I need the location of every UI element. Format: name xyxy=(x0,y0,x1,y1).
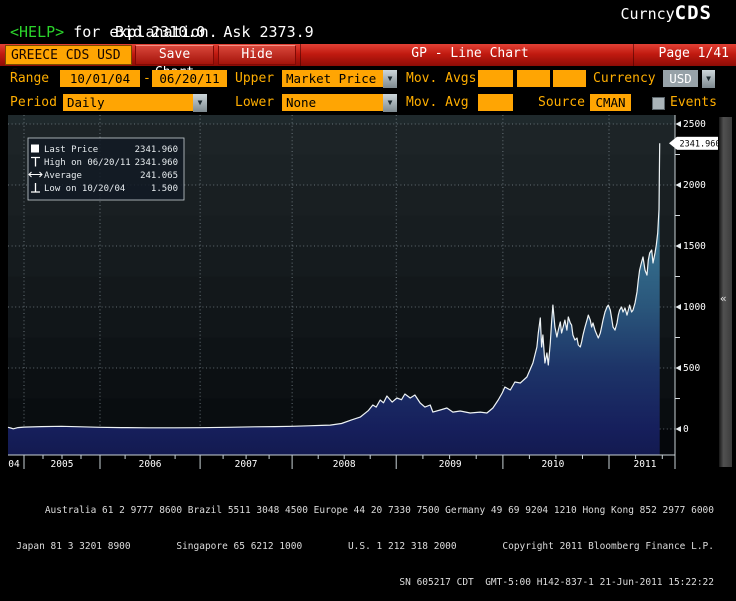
average-marker-icon xyxy=(28,171,43,178)
svg-text:2006: 2006 xyxy=(139,459,162,470)
svg-text:04: 04 xyxy=(8,459,20,470)
svg-text:Low on 10/20/04: Low on 10/20/04 xyxy=(44,184,125,194)
chevron-down-icon[interactable]: ▼ xyxy=(702,70,715,88)
svg-text:Last Price: Last Price xyxy=(44,145,98,155)
mov-avgs-label: Mov. Avgs xyxy=(406,71,477,86)
mov-avg-label: Mov. Avg xyxy=(406,95,469,110)
page-indicator[interactable]: Page 1/41 xyxy=(658,46,729,61)
svg-text:1500: 1500 xyxy=(683,241,706,252)
svg-text:High on 06/20/11: High on 06/20/11 xyxy=(44,158,131,168)
help-key: <HELP> xyxy=(10,23,65,41)
brand-curncy: Curncy xyxy=(620,5,675,23)
svg-text:2009: 2009 xyxy=(439,459,462,470)
svg-text:2000: 2000 xyxy=(683,180,706,191)
svg-text:2008: 2008 xyxy=(333,459,356,470)
chart-plot[interactable]: 0 500 1000 1500 2000 2500 04 2005 2006 2007 2008 20… xyxy=(0,115,728,470)
svg-text:241.065: 241.065 xyxy=(140,171,178,181)
events-label: Events xyxy=(670,95,717,110)
y-axis-ticks: 0 500 1000 1500 2000 2500 xyxy=(675,119,706,435)
function-brand: CurncyCDS xyxy=(620,2,712,24)
svg-text:1000: 1000 xyxy=(683,302,706,313)
svg-text:500: 500 xyxy=(683,363,700,374)
security-ticker-input[interactable]: GREECE CDS USD S xyxy=(5,45,132,82)
svg-text:2500: 2500 xyxy=(683,119,706,130)
upper-select[interactable]: Market Price xyxy=(282,70,387,87)
svg-text:2341.960: 2341.960 xyxy=(135,145,178,155)
svg-text:2007: 2007 xyxy=(235,459,258,470)
currency-select[interactable]: USD xyxy=(663,70,698,87)
lower-label: Lower xyxy=(235,95,275,110)
chevron-down-icon[interactable]: ▼ xyxy=(193,94,207,112)
save-chart-button[interactable]: Save Chart xyxy=(135,45,214,80)
ask-label: Ask xyxy=(223,23,251,41)
chart-legend: Last Price 2341.960 High on 06/20/11 2341.9… xyxy=(27,137,185,201)
x-axis-ticks xyxy=(23,455,676,469)
bloomberg-terminal-screen: { "header": { "help_text": "<HELP>", "he… xyxy=(0,0,736,588)
source-input[interactable] xyxy=(590,94,631,111)
range-from-input[interactable] xyxy=(60,70,140,87)
range-label: Range xyxy=(10,71,50,86)
range-separator: - xyxy=(143,71,151,86)
chevron-down-icon[interactable]: ▼ xyxy=(383,70,397,88)
chart-title-bar: GREECE CDS USD S Save Chart Hide GP - Li… xyxy=(0,44,736,82)
low-marker-icon xyxy=(31,183,40,193)
page-title: GP - Line Chart xyxy=(411,46,529,61)
last-price-tag: 2341.960 xyxy=(669,136,721,150)
chevron-down-icon[interactable]: ▼ xyxy=(383,94,397,112)
terminal-footer: Australia 61 2 9777 8600 Brazil 5511 304… xyxy=(0,481,714,601)
high-marker-icon xyxy=(31,156,40,167)
price-line xyxy=(7,143,661,430)
titlebar-divider xyxy=(633,44,634,66)
period-select[interactable]: Daily xyxy=(63,94,197,111)
svg-text:2005: 2005 xyxy=(51,459,74,470)
bid-ask-line: Bid 2310.0 Ask 2373.9 xyxy=(115,23,314,41)
gridlines xyxy=(8,115,675,455)
svg-text:Average: Average xyxy=(44,171,82,181)
hide-button[interactable]: Hide xyxy=(218,45,296,65)
svg-text:2011: 2011 xyxy=(634,459,657,470)
currency-label: Currency xyxy=(593,71,656,86)
events-checkbox[interactable] xyxy=(652,97,665,110)
last-price-marker-icon xyxy=(31,144,39,153)
mov-avg-input-3[interactable] xyxy=(553,70,586,87)
lower-select[interactable]: None xyxy=(282,94,387,111)
svg-text:0: 0 xyxy=(683,424,689,435)
upper-label: Upper xyxy=(235,71,275,86)
brand-cds: CDS xyxy=(674,2,712,24)
period-label: Period xyxy=(10,95,57,110)
footer-contacts-line2: Japan 81 3 3201 8900 Singapore 65 6212 1… xyxy=(16,541,714,552)
panel-scrollbar[interactable]: « xyxy=(719,117,732,467)
svg-text:2341.960: 2341.960 xyxy=(680,139,721,149)
svg-text:2010: 2010 xyxy=(541,459,564,470)
svg-text:2341.960: 2341.960 xyxy=(135,158,178,168)
collapse-chevron-icon[interactable]: « xyxy=(720,292,727,305)
source-label: Source xyxy=(538,95,585,110)
bid-label: Bid xyxy=(115,23,143,41)
range-to-input[interactable] xyxy=(152,70,227,87)
x-axis-labels: 04 2005 2006 2007 2008 2009 2010 2011 xyxy=(8,459,656,470)
footer-contacts-line: Australia 61 2 9777 8600 Brazil 5511 304… xyxy=(44,505,714,516)
svg-text:1.500: 1.500 xyxy=(151,184,178,194)
mov-avg-input-2[interactable] xyxy=(517,70,550,87)
bid-value: 2310.0 xyxy=(151,23,206,41)
mov-avg-input-1[interactable] xyxy=(478,70,513,87)
mov-avg-input[interactable] xyxy=(478,94,513,111)
toolbar-row-1: Range - Upper Market Price ▼ Mov. Avgs C… xyxy=(0,68,736,91)
footer-session-line: SN 605217 CDT GMT-5:00 H142-837-1 21-Jun… xyxy=(399,577,714,588)
ask-value: 2373.9 xyxy=(259,23,314,41)
price-chart[interactable]: 0 500 1000 1500 2000 2500 04 2005 2006 2007 2008 20… xyxy=(0,115,736,470)
area-fill xyxy=(8,143,660,456)
toolbar-row-2: Period Daily ▼ Lower None ▼ Mov. Avg Sou… xyxy=(0,92,736,115)
titlebar-divider xyxy=(300,44,301,66)
help-hint[interactable]: <HELP> for explanation. xyxy=(10,23,218,41)
